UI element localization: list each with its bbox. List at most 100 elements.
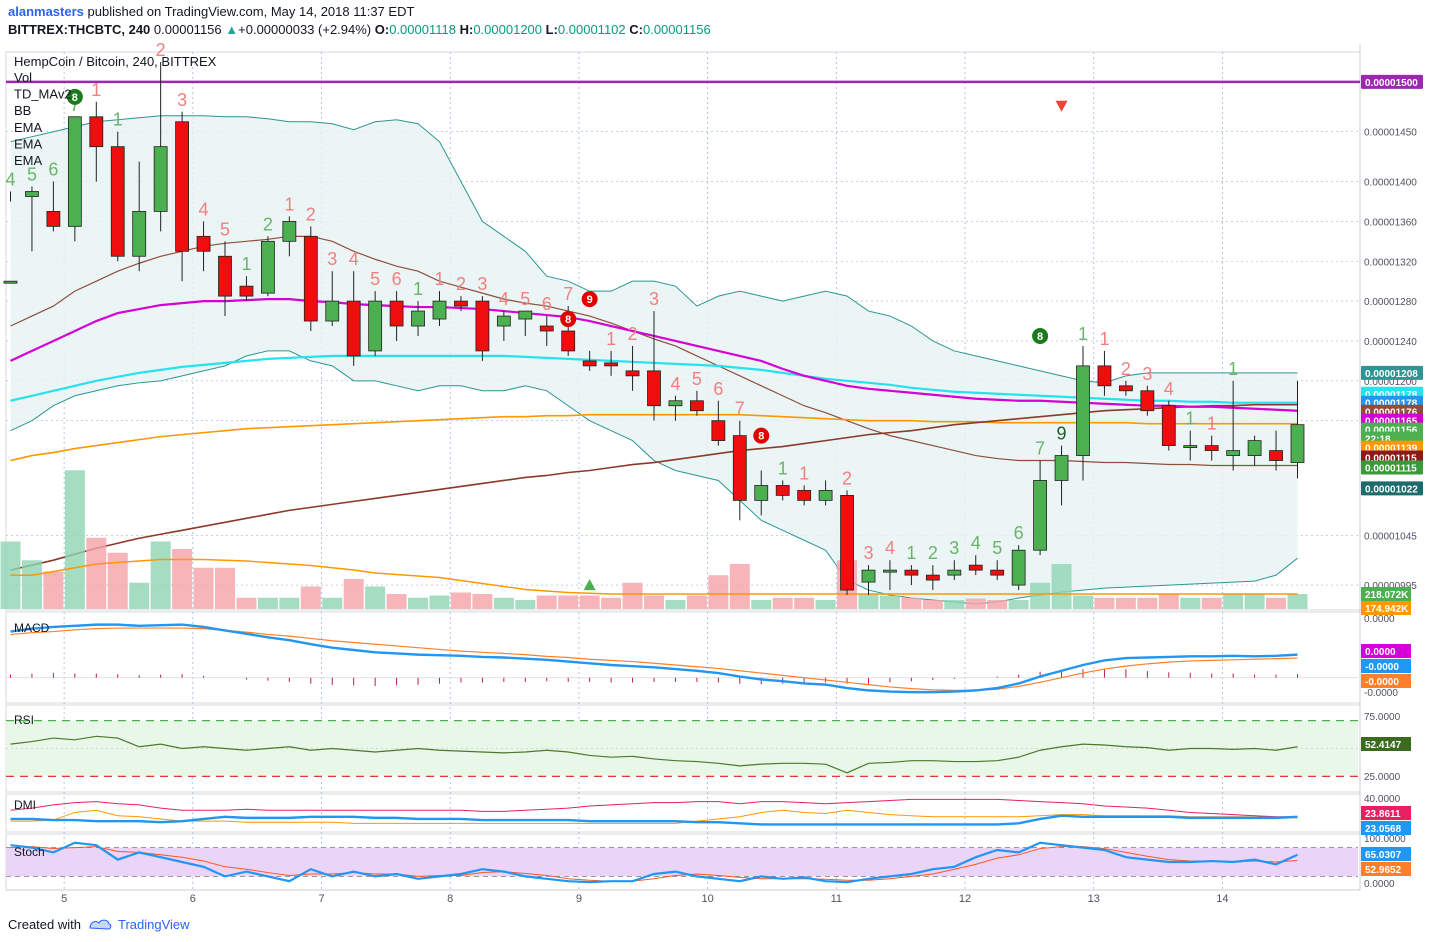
volume-bar (1266, 597, 1287, 609)
volume-bar (944, 600, 965, 609)
tradingview-logo-icon[interactable] (88, 916, 112, 932)
volume-bar (879, 595, 900, 609)
candle-body (346, 300, 361, 357)
candle (389, 291, 404, 341)
candle-body (840, 495, 854, 591)
candle (282, 216, 297, 257)
td-count-label: 6 (542, 294, 552, 314)
td-count-label: 3 (327, 249, 337, 269)
candle-body (539, 325, 554, 332)
td-count-label: 3 (949, 538, 959, 558)
candle-body (561, 330, 576, 352)
time-axis-tick: 5 (61, 893, 67, 905)
macd-tag-bg (1361, 674, 1411, 688)
dmi-tag-bg (1361, 806, 1411, 820)
time-axis-tick: 8 (447, 893, 453, 905)
candle-body (218, 255, 232, 297)
symbol-label: BITTREX:THCBTC, 240 (8, 22, 151, 37)
volume-bar (172, 549, 193, 609)
candle-body (110, 146, 125, 257)
low-label: L: (545, 22, 558, 37)
candle (1033, 460, 1047, 556)
volume-bar (129, 582, 150, 609)
candle (1204, 435, 1219, 461)
td-count-label: 3 (1142, 364, 1152, 384)
candle-body (411, 310, 425, 327)
candle-body (3, 280, 18, 284)
td-count-label: 1 (606, 329, 616, 349)
candle-body (990, 569, 1005, 576)
td-count-label: 3 (477, 274, 487, 294)
macd-title: MACD (14, 621, 50, 635)
volume-bar (257, 597, 278, 609)
td-count-label: 2 (456, 274, 466, 294)
td-count-label: 4 (670, 374, 680, 394)
candle (1290, 380, 1305, 479)
price-tag-text: 0.00001115 (1365, 464, 1417, 475)
rsi-tag-text: 52.4147 (1365, 740, 1402, 751)
td-setup-number: 8 (1037, 331, 1043, 343)
candle-body (1054, 455, 1069, 481)
stoch-title: Stoch (14, 845, 45, 859)
time-axis-tick: 6 (190, 893, 196, 905)
td-count-label: 5 (220, 219, 230, 239)
legend-item: EMA (14, 153, 43, 168)
price-tag-bg (1361, 481, 1423, 496)
price-tag-text: 0.00001178 (1365, 390, 1418, 401)
price-tag: 0.00001022 (1361, 481, 1423, 496)
candle (153, 61, 168, 232)
candle-body (496, 315, 511, 327)
td-count-label: 4 (199, 199, 209, 219)
candle-body (582, 360, 597, 367)
candle (175, 111, 190, 282)
macd-line (10, 623, 1298, 694)
volume-bar (386, 594, 407, 609)
tradingview-brand[interactable]: TradingView (118, 917, 190, 932)
candle-body (1290, 424, 1305, 463)
macd-tag-text: -0.0000 (1365, 677, 1399, 688)
dmi-tag-text: 23.0568 (1365, 824, 1402, 835)
adx-line (10, 814, 1298, 826)
volume-bar (1008, 600, 1029, 609)
dmi-title: DMI (14, 798, 36, 812)
td-count-label: 1 (1207, 414, 1217, 434)
price-axis-tick: 0.00001240 (1364, 337, 1417, 348)
candle-body (1247, 440, 1262, 456)
dmi-plus-line (10, 809, 1298, 824)
time-axis-tick: 7 (318, 893, 324, 905)
td-count-label: 5 (692, 369, 702, 389)
candle-body (454, 300, 468, 307)
candle (904, 565, 919, 586)
td-count-label: 6 (1014, 523, 1024, 543)
td-count-label: 4 (1164, 379, 1174, 399)
price-axis-tick: 0.00001200 (1364, 377, 1417, 388)
td-setup-number: 9 (587, 294, 593, 306)
volume-bar (558, 595, 579, 609)
published-text: published on TradingView.com, May 14, 20… (87, 4, 415, 19)
candle-body (711, 420, 726, 442)
candle (690, 390, 704, 416)
volume-bar (772, 597, 793, 609)
candle-body (925, 574, 940, 581)
candle-body (1076, 365, 1090, 456)
price-tag-text: 0.00001156 (1365, 426, 1418, 437)
candle-body (690, 400, 704, 412)
td-setup-number: 8 (758, 431, 764, 443)
volume-tag-bg (1361, 587, 1411, 601)
volume-tag-text: 174.942K (1365, 604, 1409, 615)
candle (647, 311, 661, 421)
td-setup-marker: 8 (66, 88, 83, 105)
time-axis-tick: 9 (576, 893, 582, 905)
candle (1269, 430, 1283, 471)
candle-body (1011, 549, 1026, 586)
high-label: H: (459, 22, 474, 37)
price-tag-text: 0.00001178 (1365, 399, 1418, 410)
candle-body (775, 485, 790, 496)
td-setup-circle (560, 311, 577, 328)
author-name[interactable]: alanmasters (8, 4, 84, 19)
td-count-label: 4 (349, 249, 359, 269)
price-tag-text: 0.00001115 (1365, 454, 1417, 465)
td-count-label: 1 (113, 110, 123, 130)
volume-bar (1137, 597, 1158, 609)
